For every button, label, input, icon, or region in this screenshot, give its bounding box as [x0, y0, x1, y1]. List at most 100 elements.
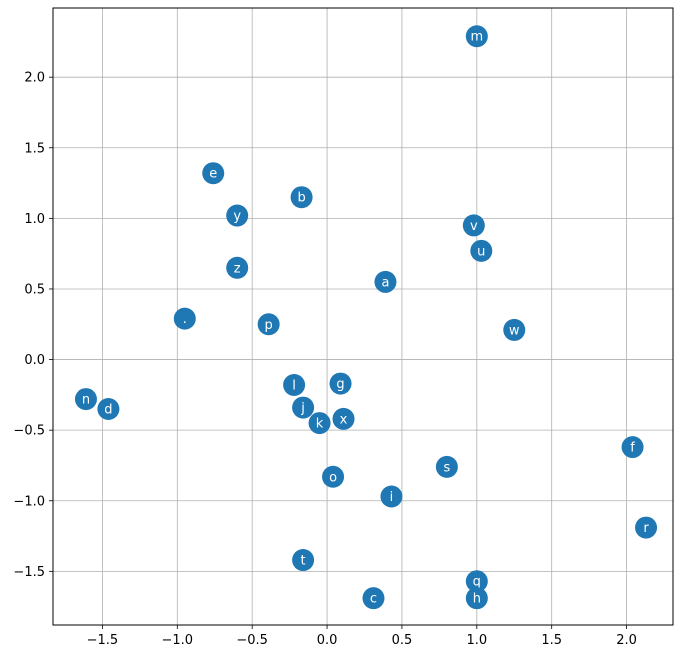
x-tick-label: 0.5 — [392, 633, 413, 648]
point-label: w — [509, 323, 520, 338]
point-marker — [635, 516, 658, 539]
scatter-point: u — [470, 239, 493, 262]
point-marker — [74, 388, 97, 411]
point-label: h — [473, 592, 481, 607]
x-tick-label: −1.5 — [87, 633, 119, 648]
point-label: z — [234, 261, 241, 276]
point-marker — [322, 465, 345, 488]
point-label: x — [340, 412, 348, 427]
point-marker — [380, 485, 403, 508]
scatter-point: t — [292, 549, 315, 572]
scatter-point: x — [332, 407, 355, 430]
point-marker — [465, 587, 488, 610]
point-label: b — [297, 191, 305, 206]
scatter-point: i — [380, 485, 403, 508]
scatter-point: z — [226, 256, 249, 279]
scatter-point: r — [635, 516, 658, 539]
point-label: n — [82, 393, 90, 408]
scatter-point: . — [173, 307, 196, 330]
point-marker — [329, 372, 352, 395]
scatter-point: n — [74, 388, 97, 411]
point-marker — [621, 436, 644, 459]
y-tick-label: 2.0 — [24, 71, 45, 86]
scatter-point: a — [374, 270, 397, 293]
point-label: u — [477, 244, 485, 259]
point-label: y — [233, 209, 241, 224]
y-tick-label: −1.0 — [13, 494, 45, 509]
scatter-point: g — [329, 372, 352, 395]
point-label: a — [381, 275, 389, 290]
point-label: t — [301, 554, 306, 569]
scatter-point: b — [290, 186, 313, 209]
point-label: s — [443, 460, 450, 475]
point-marker — [226, 204, 249, 227]
point-label: l — [292, 378, 296, 393]
x-tick-label: 1.5 — [541, 633, 562, 648]
point-label: d — [104, 402, 112, 417]
scatter-point: l — [283, 373, 306, 396]
point-marker — [290, 186, 313, 209]
x-tick-label: 1.0 — [466, 633, 487, 648]
point-marker — [435, 455, 458, 478]
scatter-point: s — [435, 455, 458, 478]
point-marker — [292, 396, 315, 419]
scatter-point: y — [226, 204, 249, 227]
scatter-point: c — [362, 587, 385, 610]
scatter-point: v — [462, 214, 485, 237]
plot-frame — [52, 7, 674, 626]
point-label: . — [183, 312, 187, 327]
point-marker — [332, 407, 355, 430]
point-marker — [226, 256, 249, 279]
scatter-point: o — [322, 465, 345, 488]
point-marker — [465, 25, 488, 48]
point-marker — [257, 313, 280, 336]
point-marker — [503, 318, 526, 341]
y-tick-label: 0.5 — [24, 282, 45, 297]
grid — [53, 8, 673, 625]
x-tick-label: −1.0 — [162, 633, 194, 648]
point-label: j — [300, 401, 305, 416]
point-marker — [470, 239, 493, 262]
point-marker — [462, 214, 485, 237]
point-label: e — [209, 167, 217, 182]
point-marker — [283, 373, 306, 396]
x-tick-label: −0.5 — [236, 633, 268, 648]
point-marker — [173, 307, 196, 330]
point-label: c — [370, 592, 377, 607]
point-label: q — [473, 575, 481, 590]
scatter-point: p — [257, 313, 280, 336]
point-marker — [362, 587, 385, 610]
scatter-point: j — [292, 396, 315, 419]
x-tick-label: 0.0 — [317, 633, 338, 648]
y-tick-label: −1.5 — [13, 565, 45, 580]
y-tick-label: 0.0 — [24, 353, 45, 368]
point-label: o — [329, 470, 337, 485]
point-label: k — [316, 417, 324, 432]
scatter-point: d — [97, 397, 120, 420]
point-marker — [465, 570, 488, 593]
scatter-point: w — [503, 318, 526, 341]
point-label: g — [336, 377, 344, 392]
scatter-point: m — [465, 25, 488, 48]
scatter-point: k — [308, 412, 331, 435]
point-label: p — [265, 318, 273, 333]
y-tick-label: −0.5 — [13, 424, 45, 439]
point-label: i — [390, 490, 394, 505]
point-marker — [308, 412, 331, 435]
x-axis: −1.5 −1.0 −0.5 0.0 0.5 1.0 1.5 2.0 — [87, 625, 637, 648]
y-tick-label: 1.5 — [24, 141, 45, 156]
y-axis: −1.5 −1.0 −0.5 0.0 0.5 1.0 1.5 2.0 — [13, 71, 53, 580]
point-label: r — [643, 521, 649, 536]
point-label: v — [470, 219, 478, 234]
point-label: f — [630, 441, 635, 456]
scatter-point: h — [465, 587, 488, 610]
scatter-points: m e b y vu z a. p w l g nd j x k f s o i r t qh c — [74, 25, 658, 610]
scatter-point: q — [465, 570, 488, 593]
point-marker — [292, 549, 315, 572]
point-label: m — [470, 30, 483, 45]
y-tick-label: 1.0 — [24, 212, 45, 227]
point-marker — [374, 270, 397, 293]
point-marker — [97, 397, 120, 420]
point-marker — [202, 162, 225, 185]
